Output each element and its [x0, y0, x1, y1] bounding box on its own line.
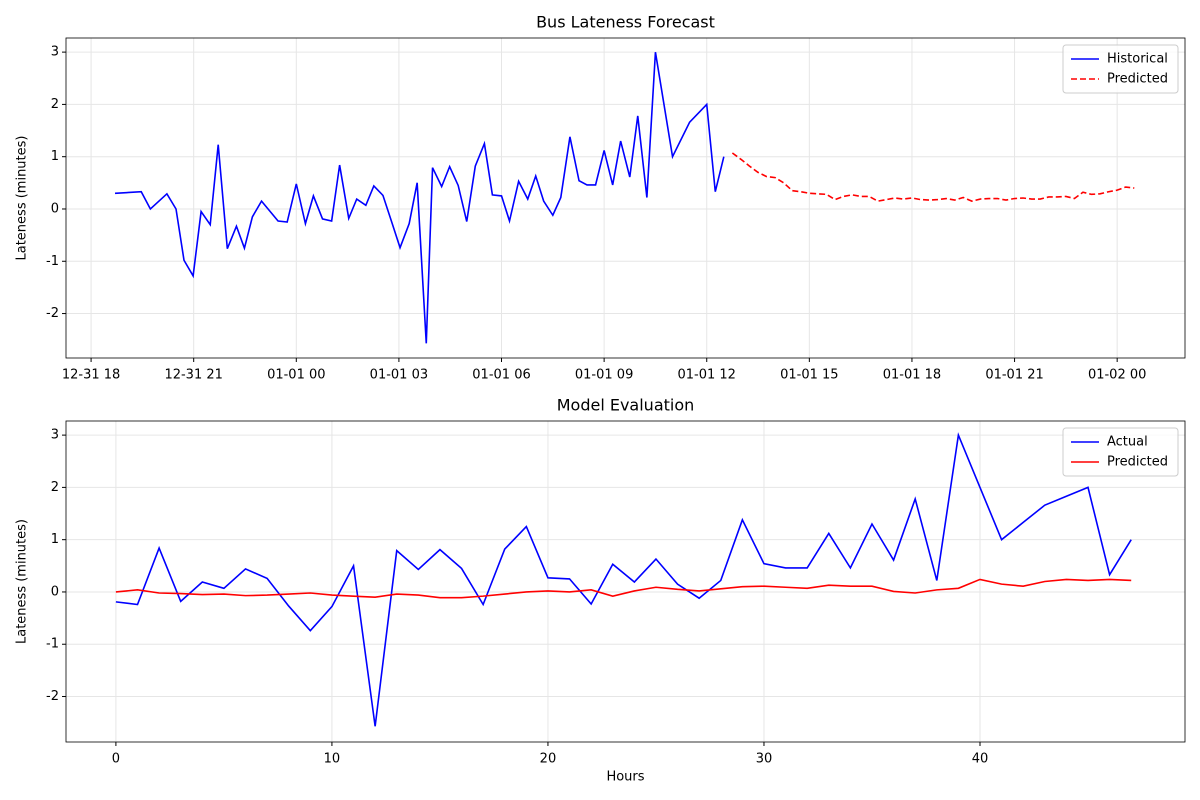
chart-title: Bus Lateness Forecast	[536, 13, 715, 32]
x-tick-label: 01-01 03	[370, 368, 428, 383]
x-tick-label: 01-01 00	[267, 368, 325, 383]
legend-box	[1062, 427, 1179, 477]
legend-box	[1062, 44, 1179, 94]
data-line	[115, 432, 1132, 727]
legend-label: Predicted	[1107, 72, 1168, 87]
y-tick-label: 3	[51, 428, 59, 443]
x-tick-label: 01-01 12	[678, 368, 736, 383]
x-tick-label: 0	[112, 752, 120, 767]
y-tick-label: -2	[46, 689, 59, 704]
x-tick-label: 40	[972, 752, 989, 767]
data-line	[114, 51, 725, 344]
y-tick-label: 1	[51, 149, 59, 164]
legend-label: Actual	[1107, 435, 1148, 450]
y-tick-label: -1	[46, 637, 59, 652]
x-tick-label: 12-31 18	[62, 368, 120, 383]
x-tick-label: 01-01 06	[472, 368, 530, 383]
x-tick-label: 10	[324, 752, 341, 767]
y-tick-label: 0	[51, 201, 59, 216]
x-tick-label: 12-31 21	[164, 368, 222, 383]
data-line	[115, 578, 1132, 599]
y-tick-label: -2	[46, 306, 59, 321]
x-tick-label: 20	[540, 752, 557, 767]
x-tick-label: 01-01 15	[780, 368, 838, 383]
x-tick-label: 01-01 21	[985, 368, 1043, 383]
plot-frame	[65, 37, 1186, 359]
y-axis-label: Lateness (minutes)	[15, 136, 30, 261]
data-line	[731, 152, 1135, 202]
y-tick-label: 2	[51, 480, 59, 495]
y-tick-label: -1	[46, 254, 59, 269]
x-tick-label: 01-02 00	[1088, 368, 1146, 383]
plot-frame	[65, 420, 1186, 743]
y-tick-label: 1	[51, 532, 59, 547]
y-tick-label: 2	[51, 97, 59, 112]
x-tick-label: 30	[756, 752, 773, 767]
legend-label: Historical	[1107, 52, 1168, 67]
legend-label: Predicted	[1107, 455, 1168, 470]
chart-title: Model Evaluation	[557, 396, 695, 415]
y-axis-label: Lateness (minutes)	[15, 519, 30, 644]
x-tick-label: 01-01 18	[883, 368, 941, 383]
x-tick-label: 01-01 09	[575, 368, 633, 383]
x-axis-label: Hours	[606, 770, 644, 785]
y-tick-label: 3	[51, 45, 59, 60]
y-tick-label: 0	[51, 584, 59, 599]
